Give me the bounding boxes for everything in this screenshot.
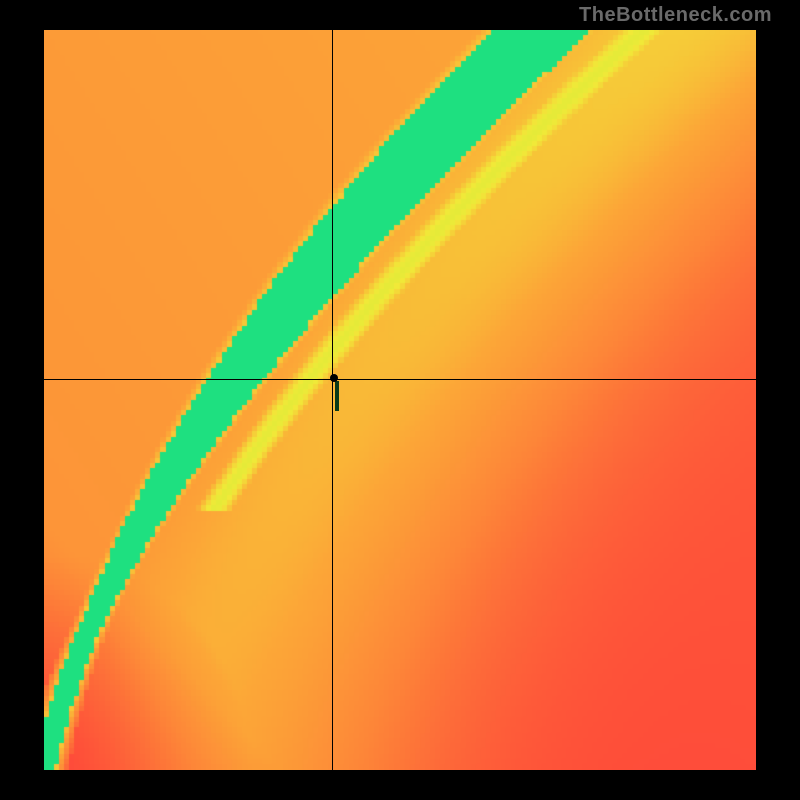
crosshair-horizontal [44,379,756,380]
crosshair-vertical [332,30,333,770]
bottleneck-heatmap-canvas [44,30,756,770]
watermark-text: TheBottleneck.com [579,4,772,27]
crosshair-dot [330,374,338,382]
crosshair-tick-below [335,381,339,411]
heatmap-plot-area [44,30,756,770]
